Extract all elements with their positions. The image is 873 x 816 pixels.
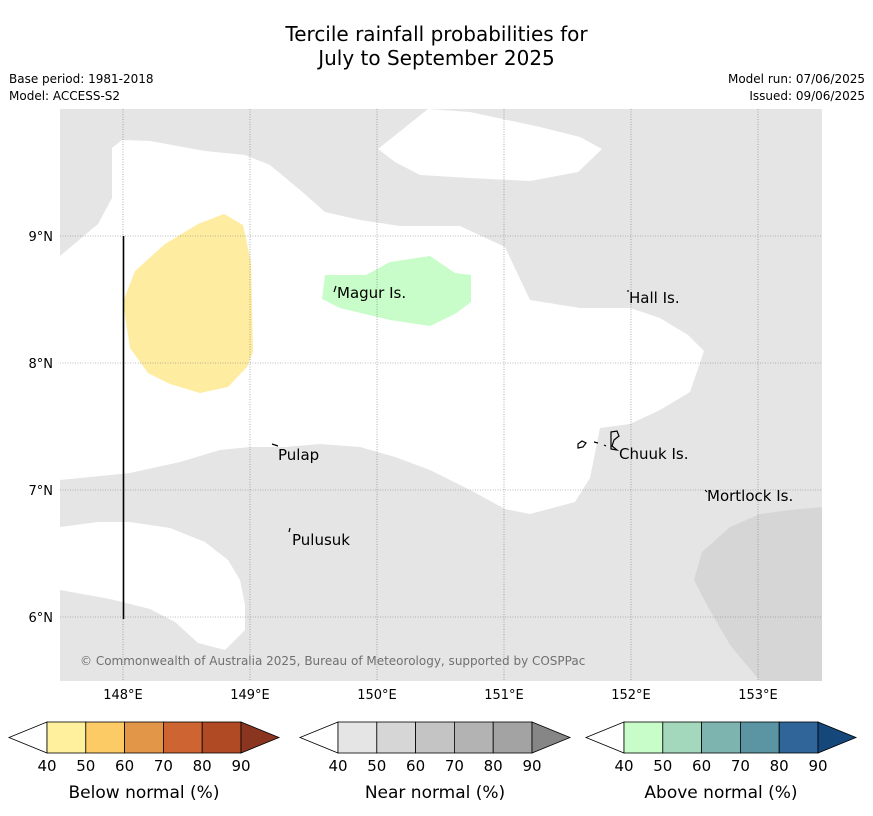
colorbar-above-tick: 60 [692,757,711,775]
colorbar-below-tick: 40 [37,757,56,775]
colorbar-near-box-70 [453,721,494,754]
meta-right: Model run: 07/06/2025 Issued: 09/06/2025 [728,71,865,105]
colorbar-above-box-50 [662,721,702,754]
x-tick-149: 149°E [230,688,270,703]
x-tick-153: 153°E [738,688,778,703]
model-name: Model: ACCESS-S2 [9,89,121,103]
issued-date: Issued: 09/06/2025 [749,89,865,103]
label-magur: Magur Is. [337,284,406,302]
map-title: Tercile rainfall probabilities for July … [0,22,873,70]
label-pulusuk: Pulusuk [292,531,350,549]
island-mortlock [704,489,708,493]
colorbar-below-under-triangle [7,721,48,754]
label-mortlock: Mortlock Is. [707,487,793,505]
colorbar-below-label: Below normal (%) [69,783,220,803]
colorbar-below [7,721,281,754]
colorbar-near-box-50 [376,721,416,754]
colorbar-below-box-80 [201,721,242,754]
colorbar-above-tick: 40 [614,757,633,775]
colorbar-above-tick: 80 [770,757,789,775]
colorbar-near-box-60 [415,721,455,754]
colorbar-above-tick: 70 [731,757,750,775]
colorbar-above-box-40 [623,721,664,754]
colorbar-above-tick: 90 [808,757,827,775]
colorbar-above-box-80 [778,721,819,754]
y-tick-9n: 9°N [29,230,54,245]
base-period: Base period: 1981-2018 [9,72,154,86]
copyright-note: © Commonwealth of Australia 2025, Bureau… [80,654,585,668]
label-hall: Hall Is. [629,289,680,307]
colorbar-below-box-60 [124,721,164,754]
island-magur [333,285,337,293]
colorbar-near-over-triangle [531,721,572,754]
label-chuuk: Chuuk Is. [619,445,688,463]
x-tick-152: 152°E [611,688,651,703]
island-pulap [271,443,279,447]
colorbar-near-tick: 80 [484,757,503,775]
colorbar-above-box-70 [740,721,780,754]
below-normal-region [123,214,253,393]
colorbar-below-tick: 90 [231,757,250,775]
colorbar-below-box-70 [162,721,203,754]
colorbar-near-label: Near normal (%) [365,783,505,803]
colorbar-near-box-40 [337,721,378,754]
title-line-2: July to September 2025 [318,46,555,70]
colorbar-below-tick: 60 [115,757,134,775]
label-pulap: Pulap [278,446,319,464]
neutral-region-north [378,109,602,181]
colorbar-below-tick: 70 [154,757,173,775]
x-tick-148: 148°E [103,688,143,703]
model-run: Model run: 07/06/2025 [727,72,865,86]
y-tick-7n: 7°N [29,484,54,499]
colorbar-below-box-40 [46,721,87,754]
colorbar-above-box-60 [701,721,741,754]
colorbar-near-tick: 40 [328,757,347,775]
island-chuuk [577,430,620,451]
colorbar-near-tick: 90 [522,757,541,775]
x-tick-151: 151°E [484,688,524,703]
x-tick-150: 150°E [357,688,397,703]
y-tick-6n: 6°N [29,611,54,626]
map-plot-area: Magur Is. Hall Is. Pulap Chuuk Is. Mortl… [60,109,822,681]
colorbar-above-label: Above normal (%) [644,783,797,803]
colorbar-above-over-triangle [817,721,858,754]
colorbar-group [7,721,858,754]
island-pulusuk [288,527,291,533]
colorbar-near-tick: 70 [445,757,464,775]
y-tick-8n: 8°N [29,357,54,372]
meta-left: Base period: 1981-2018 Model: ACCESS-S2 [9,71,154,105]
colorbar-above-tick: 50 [653,757,672,775]
colorbar-near-tick: 50 [367,757,386,775]
colorbar-near [298,721,572,754]
colorbar-above-under-triangle [584,721,625,754]
colorbar-below-over-triangle [240,721,281,754]
neutral-region-southwest [60,522,245,650]
colorbar-near-box-80 [492,721,533,754]
colorbar-near-tick: 60 [406,757,425,775]
colorbar-above [584,721,858,754]
above-normal-region [322,256,471,326]
colorbar-below-box-50 [85,721,126,754]
colorbar-below-tick: 80 [193,757,212,775]
title-line-1: Tercile rainfall probabilities for [285,22,588,46]
colorbar-below-tick: 50 [76,757,95,775]
colorbar-near-under-triangle [298,721,339,754]
island-markers [271,285,708,533]
